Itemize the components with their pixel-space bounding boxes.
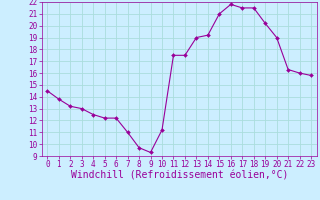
X-axis label: Windchill (Refroidissement éolien,°C): Windchill (Refroidissement éolien,°C) [70, 171, 288, 181]
